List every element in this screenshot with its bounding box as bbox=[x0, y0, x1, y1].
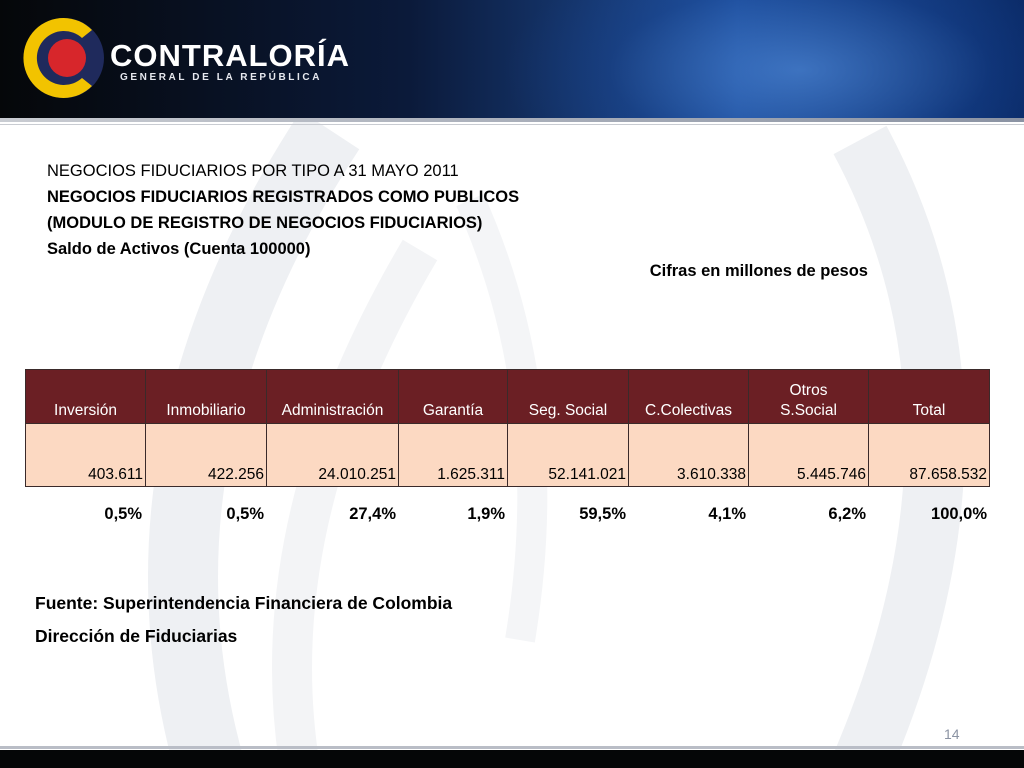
contraloria-logo-icon bbox=[23, 17, 104, 98]
fiduciary-table: Inversión Inmobiliario Administración Ga… bbox=[25, 369, 990, 487]
header-cell: Inmobiliario bbox=[145, 369, 267, 424]
source-note: Fuente: Superintendencia Financiera de C… bbox=[35, 587, 452, 653]
percent-cell: 0,5% bbox=[226, 505, 264, 523]
value-cell: 24.010.251 bbox=[266, 423, 399, 487]
percent-cell: 6,2% bbox=[828, 505, 866, 523]
percent-cell: 0,5% bbox=[104, 505, 142, 523]
title-line-1: NEGOCIOS FIDUCIARIOS POR TIPO A 31 MAYO … bbox=[47, 162, 459, 180]
header-cell: Garantía bbox=[398, 369, 508, 424]
value-cell: 1.625.311 bbox=[398, 423, 508, 487]
brand-name: CONTRALORÍA bbox=[110, 38, 351, 73]
title-line-4: Saldo de Activos (Cuenta 100000) bbox=[47, 240, 311, 258]
percent-cell: 4,1% bbox=[708, 505, 746, 523]
header-cell: C.Colectivas bbox=[628, 369, 749, 424]
table-header-row: Inversión Inmobiliario Administración Ga… bbox=[25, 369, 990, 424]
table-values-row: 403.611 422.256 24.010.251 1.625.311 52.… bbox=[25, 423, 990, 487]
source-line-1: Fuente: Superintendencia Financiera de C… bbox=[35, 593, 453, 613]
percent-cell: 59,5% bbox=[579, 505, 626, 523]
percent-cell: 27,4% bbox=[349, 505, 396, 523]
header-cell: Otros S.Social bbox=[748, 369, 869, 424]
value-cell: 5.445.746 bbox=[748, 423, 869, 487]
value-cell: 3.610.338 bbox=[628, 423, 749, 487]
title-line-3: (MODULO DE REGISTRO DE NEGOCIOS FIDUCIAR… bbox=[47, 214, 483, 232]
header-cell: Seg. Social bbox=[507, 369, 629, 424]
units-note: Cifras en millones de pesos bbox=[649, 262, 868, 280]
percent-cell: 100,0% bbox=[931, 505, 987, 523]
title-line-2: NEGOCIOS FIDUCIARIOS REGISTRADOS COMO PU… bbox=[47, 188, 520, 206]
value-cell: 87.658.532 bbox=[868, 423, 990, 487]
brand-subtitle: GENERAL DE LA REPÚBLICA bbox=[120, 72, 323, 83]
value-cell: 422.256 bbox=[145, 423, 267, 487]
value-cell: 52.141.021 bbox=[507, 423, 629, 487]
percent-cell: 1,9% bbox=[467, 505, 505, 523]
header-cell: Total bbox=[868, 369, 990, 424]
report-titles: NEGOCIOS FIDUCIARIOS POR TIPO A 31 MAYO … bbox=[47, 158, 519, 262]
header-glow bbox=[500, 0, 1024, 118]
header-divider-thin bbox=[0, 124, 1024, 125]
header-banner: CONTRALORÍA GENERAL DE LA REPÚBLICA bbox=[0, 0, 1024, 118]
value-cell: 403.611 bbox=[25, 423, 146, 487]
header-cell: Administración bbox=[266, 369, 399, 424]
source-line-2: Dirección de Fiduciarias bbox=[35, 626, 238, 646]
slide-number: 14 bbox=[944, 726, 960, 742]
header-divider bbox=[0, 118, 1024, 122]
header-cell: Inversión bbox=[25, 369, 146, 424]
footer-divider bbox=[0, 746, 1024, 749]
footer-bar bbox=[0, 750, 1024, 768]
